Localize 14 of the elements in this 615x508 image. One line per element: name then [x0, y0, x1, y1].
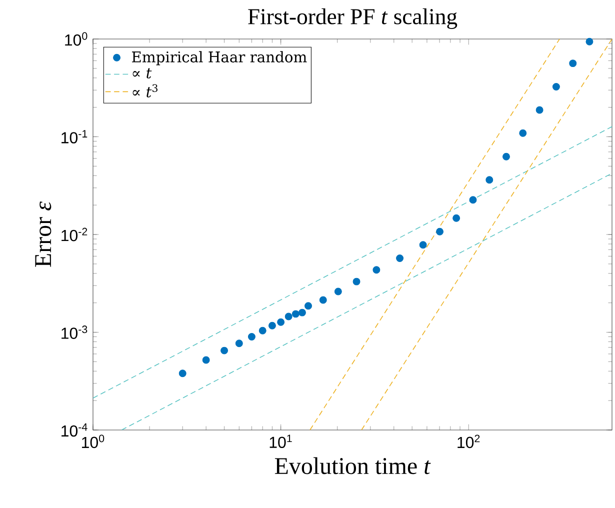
x-axis-title: Evolution time t [274, 457, 431, 474]
x-tick-label: 10$^{2}$ [458, 434, 480, 448]
y-tick-label: 10$^{-3}$ [62, 326, 88, 339]
y-tick-label: 10$^{-2}$ [62, 228, 88, 242]
y-tick-label: 10$^{0}$ [65, 32, 88, 46]
legend-label: Empirical Haar random [132, 51, 307, 66]
x-tick-label: 10$^{1}$ [270, 434, 292, 448]
y-tick-label: 10$^{-4}$ [62, 423, 88, 437]
x-tick-label: 10$^{0}$ [82, 434, 104, 448]
legend-label: ∝ t [132, 68, 152, 78]
chart-title: First-order PF t scaling [248, 8, 458, 29]
y-tick-label: 10$^{-1}$ [62, 130, 88, 144]
y-axis-title: Error ε [35, 201, 52, 267]
legend-label: ∝ t$^{3}$ [132, 84, 158, 98]
